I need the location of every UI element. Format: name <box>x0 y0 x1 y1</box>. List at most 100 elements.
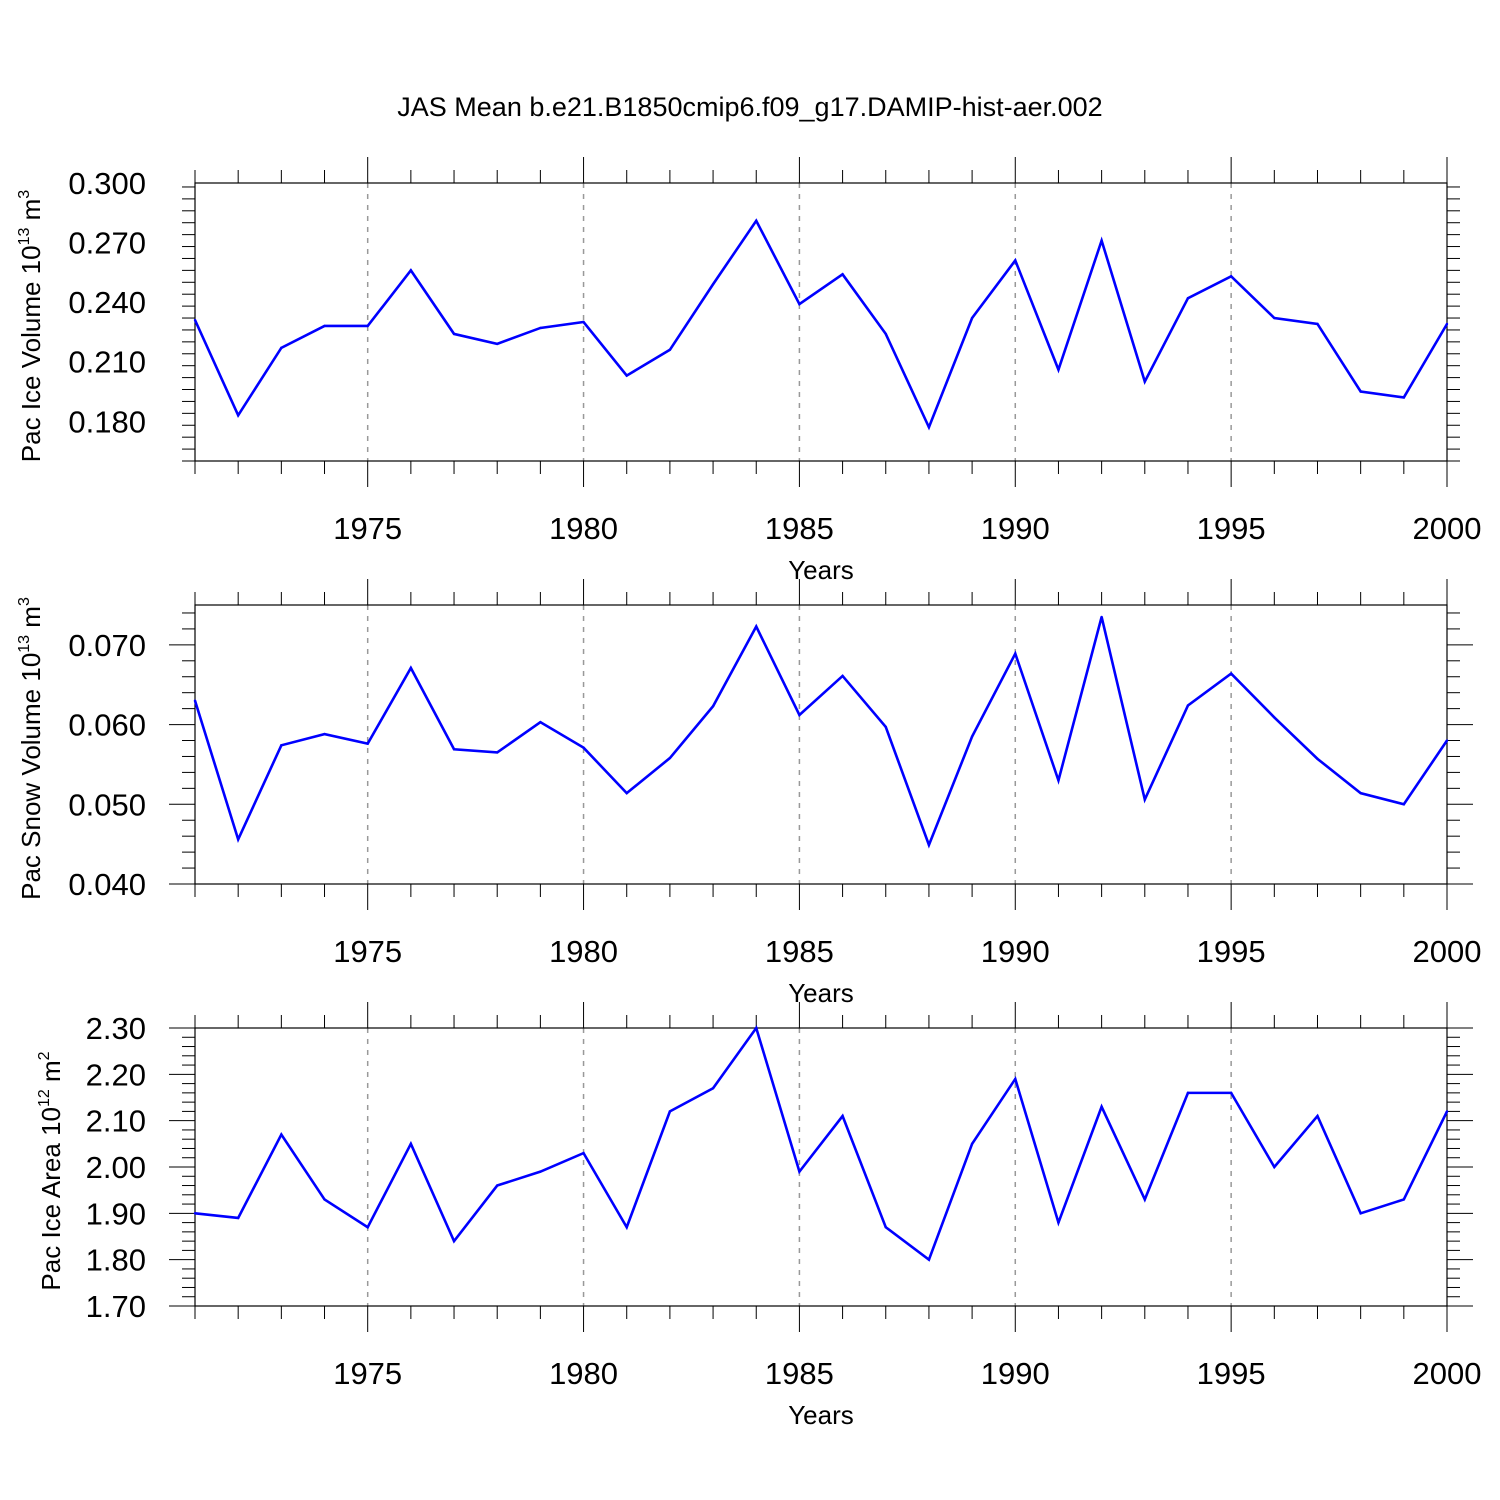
x-tick-label: 1985 <box>765 511 834 546</box>
series-line-ice-area <box>194 1025 1449 1262</box>
y-tick-label: 0.210 <box>68 345 146 380</box>
data-point <box>884 725 887 729</box>
data-point <box>927 426 931 429</box>
data-point <box>668 348 672 351</box>
data-point <box>280 1133 283 1136</box>
data-point <box>841 1114 844 1118</box>
y-axis-title: Pac Ice Volume 1013 m3 <box>16 190 46 463</box>
y-tick-label: 1.80 <box>86 1243 146 1278</box>
y-tick-label: 0.270 <box>68 226 146 261</box>
y-axis-title-text: m <box>16 606 46 635</box>
y-tick-label: 2.10 <box>86 1104 146 1139</box>
data-point <box>539 326 542 330</box>
y-axis-title-superscript: 13 <box>16 227 33 245</box>
x-tick-label: 1975 <box>333 934 402 969</box>
data-point <box>582 320 585 324</box>
y-axis-title: Pac Ice Area 1012 m2 <box>36 1051 66 1290</box>
data-point <box>193 699 197 702</box>
y-axis-title-superscript: 12 <box>36 1089 53 1107</box>
data-point <box>1359 390 1362 393</box>
data-point <box>1229 275 1233 278</box>
data-point <box>841 674 844 678</box>
data-point <box>1057 1221 1060 1224</box>
data-point <box>193 318 197 322</box>
data-point <box>236 414 240 417</box>
data-point <box>1014 1077 1017 1081</box>
data-point <box>755 1026 758 1030</box>
data-point <box>1100 1105 1103 1108</box>
y-axis-title: Pac Snow Volume 1013 m3 <box>16 597 46 900</box>
data-point <box>1143 1198 1146 1201</box>
data-point <box>280 346 283 350</box>
data-point <box>711 283 715 286</box>
data-point <box>280 744 283 747</box>
data-point <box>366 1226 369 1229</box>
data-point <box>1100 239 1103 242</box>
x-tick-label: 1995 <box>1197 1356 1266 1391</box>
data-point <box>668 1110 672 1113</box>
series-line-ice-volume <box>193 218 1449 431</box>
data-point <box>798 1170 801 1173</box>
y-tick-label: 2.30 <box>86 1011 146 1046</box>
data-point <box>884 332 887 336</box>
data-point <box>927 1258 931 1261</box>
data-point <box>496 1184 499 1187</box>
x-tick-label: 2000 <box>1413 934 1482 969</box>
data-point <box>409 269 413 272</box>
data-point <box>236 838 240 841</box>
data-point <box>927 843 931 847</box>
y-tick-label: 2.00 <box>86 1150 146 1185</box>
data-point <box>1014 259 1017 262</box>
panel-snow-volume: 0.040 0.050 0.060 0.070 1975 1980 1985 1990 1995… <box>16 579 1481 1008</box>
plot-frame <box>194 1027 1448 1307</box>
x-tick-label: 1995 <box>1197 511 1266 546</box>
panel-ice-area: 1.70 1.80 1.90 2.00 2.10 2.20 2.30 1975 1980 1985… <box>36 1002 1481 1430</box>
x-tick-label: 2000 <box>1413 511 1482 546</box>
y-axis-title-text: Pac Ice Volume 10 <box>16 245 46 462</box>
data-point <box>755 625 758 628</box>
data-point <box>323 324 326 328</box>
data-point <box>884 1226 887 1229</box>
x-tick-label: 1995 <box>1197 934 1266 969</box>
data-point <box>1445 322 1449 326</box>
data-point <box>1402 1198 1406 1201</box>
y-axis-title-superscript: 3 <box>16 597 33 606</box>
data-point <box>582 1151 585 1155</box>
x-axis-title: Years <box>788 978 854 1008</box>
data-point <box>452 748 456 751</box>
data-point <box>452 1239 456 1243</box>
data-point <box>668 756 672 760</box>
data-point <box>711 1087 715 1090</box>
chart-title: JAS Mean b.e21.B1850cmip6.f09_g17.DAMIP-… <box>397 92 1103 122</box>
data-point <box>1186 704 1190 707</box>
data-point <box>1316 1114 1319 1118</box>
x-axis-title: Years <box>788 555 854 585</box>
data-point <box>798 302 801 306</box>
x-tick-label: 1990 <box>981 1356 1050 1391</box>
x-tick-label: 1975 <box>333 511 402 546</box>
x-tick-label: 2000 <box>1413 1356 1482 1391</box>
data-point <box>970 1142 974 1146</box>
plot-frame <box>194 182 1448 462</box>
data-point <box>841 273 844 276</box>
data-point <box>755 219 758 222</box>
x-tick-label: 1990 <box>981 511 1050 546</box>
data-point <box>1316 757 1319 761</box>
data-point <box>1445 1110 1449 1113</box>
data-point <box>496 342 499 346</box>
data-point <box>1229 1091 1233 1095</box>
panel-ice-volume: 0.180 0.210 0.240 0.270 0.300 1975 1980 1985 199… <box>16 157 1481 585</box>
y-axis-title-superscript: 13 <box>16 635 33 653</box>
y-tick-label: 0.060 <box>68 708 146 743</box>
y-tick-label: 2.20 <box>86 1057 146 1092</box>
x-axis-title: Years <box>788 1400 854 1430</box>
y-axis-title-text: Pac Snow Volume 10 <box>16 653 46 900</box>
x-tick-label: 1980 <box>549 511 618 546</box>
x-tick-label: 1990 <box>981 934 1050 969</box>
data-point <box>1402 803 1406 806</box>
x-tick-label: 1985 <box>765 1356 834 1391</box>
data-point <box>1100 615 1103 619</box>
data-point <box>236 1216 240 1220</box>
data-point <box>496 751 499 754</box>
